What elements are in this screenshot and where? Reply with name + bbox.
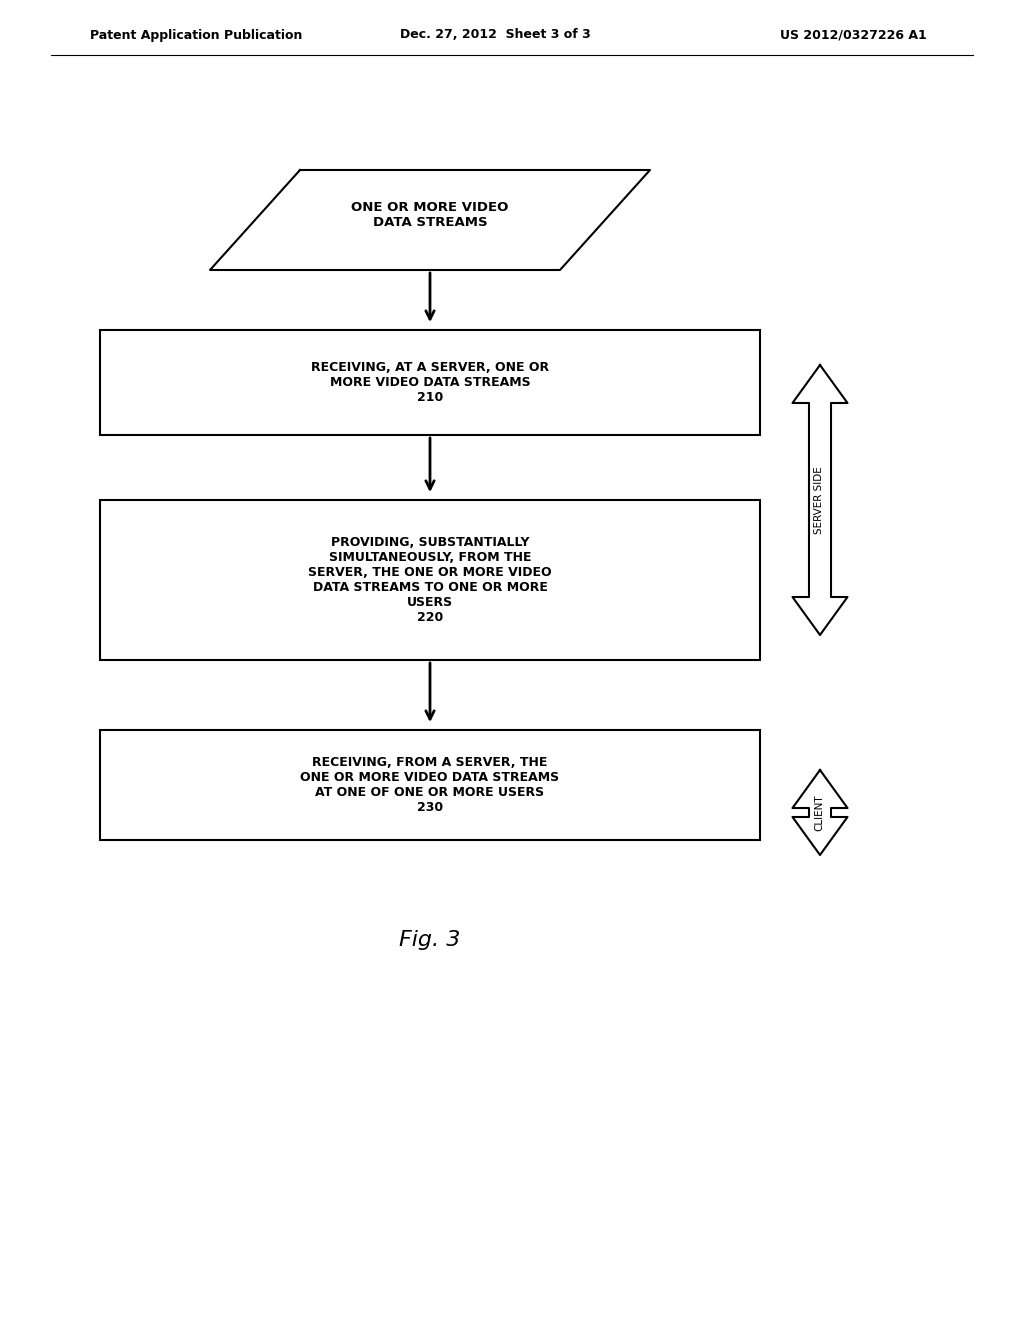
Text: ONE OR MORE VIDEO
DATA STREAMS: ONE OR MORE VIDEO DATA STREAMS bbox=[351, 201, 509, 228]
Text: Patent Application Publication: Patent Application Publication bbox=[90, 29, 302, 41]
FancyBboxPatch shape bbox=[100, 730, 760, 840]
Polygon shape bbox=[210, 170, 650, 271]
Polygon shape bbox=[793, 366, 848, 635]
Polygon shape bbox=[793, 770, 848, 855]
Text: RECEIVING, AT A SERVER, ONE OR
MORE VIDEO DATA STREAMS
210: RECEIVING, AT A SERVER, ONE OR MORE VIDE… bbox=[311, 360, 549, 404]
Text: Dec. 27, 2012  Sheet 3 of 3: Dec. 27, 2012 Sheet 3 of 3 bbox=[400, 29, 591, 41]
Text: RECEIVING, FROM A SERVER, THE
ONE OR MORE VIDEO DATA STREAMS
AT ONE OF ONE OR MO: RECEIVING, FROM A SERVER, THE ONE OR MOR… bbox=[300, 756, 559, 814]
Text: US 2012/0327226 A1: US 2012/0327226 A1 bbox=[780, 29, 927, 41]
FancyBboxPatch shape bbox=[100, 500, 760, 660]
Text: SERVER SIDE: SERVER SIDE bbox=[814, 466, 824, 533]
FancyBboxPatch shape bbox=[100, 330, 760, 436]
Text: Fig. 3: Fig. 3 bbox=[399, 931, 461, 950]
Text: PROVIDING, SUBSTANTIALLY
SIMULTANEOUSLY, FROM THE
SERVER, THE ONE OR MORE VIDEO
: PROVIDING, SUBSTANTIALLY SIMULTANEOUSLY,… bbox=[308, 536, 552, 624]
Text: CLIENT: CLIENT bbox=[814, 795, 824, 830]
